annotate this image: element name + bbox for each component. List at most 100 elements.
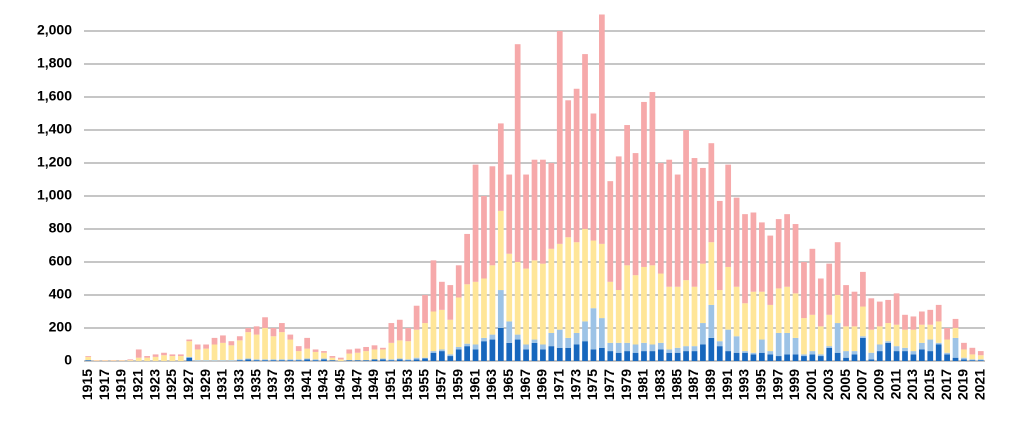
bar-segment (834, 295, 841, 324)
bar-segment (481, 337, 487, 342)
bar-segment (287, 359, 294, 361)
bar-segment (472, 349, 479, 361)
bar-segment (447, 319, 454, 355)
bar-segment (236, 360, 243, 361)
bar-segment (876, 301, 883, 327)
bar-segment (245, 328, 252, 333)
bar-segment (977, 355, 984, 360)
bar-segment (590, 113, 597, 241)
y-tick-label: 1,200 (37, 154, 72, 170)
bar-segment (977, 351, 984, 356)
bar-segment (885, 323, 892, 342)
bar-segment (843, 357, 849, 361)
x-tick-label: 1991 (719, 369, 735, 400)
bar-segment (927, 351, 934, 361)
bar-segment (944, 339, 950, 353)
bar-segment (893, 324, 900, 347)
bar-segment (801, 356, 807, 361)
bar-segment (253, 334, 260, 360)
bar-segment (430, 260, 437, 312)
x-tick-label: 1915 (79, 369, 95, 400)
x-tick-label: 1959 (449, 369, 465, 400)
bar-segment (952, 318, 959, 328)
bar-segment (902, 314, 908, 330)
bar-segment (489, 339, 496, 361)
bar-segment (279, 359, 285, 361)
bar-segment (573, 344, 580, 361)
bar-segment (135, 349, 142, 358)
bar-segment (657, 342, 664, 350)
x-tick-label: 2017 (938, 369, 954, 400)
bar-segment (716, 346, 723, 361)
x-tick-label: 1919 (113, 369, 129, 400)
bar-segment (321, 358, 327, 360)
bar-segment (287, 360, 294, 361)
bar-segment (885, 341, 892, 343)
bar-segment (809, 351, 816, 355)
bar-segment (758, 291, 765, 340)
bar-segment (405, 360, 412, 361)
bar-segment (430, 351, 437, 353)
bar-segment (657, 349, 664, 361)
bar-segment (245, 358, 252, 360)
x-tick-label: 1995 (753, 369, 769, 400)
x-tick-label: 2001 (803, 369, 819, 400)
bar-segment (674, 174, 681, 287)
x-tick-label: 1949 (365, 369, 381, 400)
bar-segment (380, 347, 386, 350)
bar-segment (860, 306, 866, 337)
bar-segment (565, 337, 572, 348)
bar-segment (447, 354, 454, 357)
bar-segment (279, 332, 285, 360)
bar-segment (868, 298, 875, 330)
x-tick-label: 2003 (820, 369, 836, 400)
bar-segment (228, 345, 235, 361)
bar-segment (236, 359, 243, 361)
y-tick-label: 2,000 (37, 22, 72, 38)
bar-segment (177, 354, 184, 357)
bar-segment (700, 323, 706, 345)
bar-segment (666, 286, 673, 350)
bar-segment (742, 351, 748, 353)
bar-segment (430, 311, 437, 352)
bar-segment (918, 349, 925, 361)
bar-segment (186, 339, 193, 342)
bar-segment (649, 351, 656, 361)
bar-segment (489, 334, 496, 340)
bar-segment (708, 143, 715, 243)
bar-segment (944, 354, 950, 361)
bar-segment (649, 344, 656, 352)
bar-segment (792, 354, 799, 361)
bar-segment (733, 197, 740, 287)
bar-segment (969, 354, 976, 360)
x-tick-label: 1969 (534, 369, 550, 400)
bar-segment (885, 299, 892, 324)
x-tick-label: 1953 (399, 369, 415, 400)
bar-segment (531, 260, 538, 340)
bar-segment (556, 329, 563, 348)
bar-segment (725, 351, 732, 361)
bar-segment (211, 360, 218, 361)
bar-segment (876, 344, 883, 352)
bar-segment (548, 332, 555, 347)
bar-segment (834, 352, 841, 361)
bar-segment (211, 337, 218, 345)
bar-segment (531, 339, 538, 343)
bar-segment (632, 153, 639, 276)
bar-segment (927, 324, 934, 340)
bar-segment (186, 341, 193, 357)
bar-segment (455, 265, 462, 298)
bar-segment (582, 321, 588, 342)
x-tick-label: 1977 (601, 369, 617, 400)
bar-segment (834, 323, 841, 353)
bar-segment (691, 351, 698, 361)
bar-segment (851, 354, 858, 361)
bar-segment (775, 288, 782, 333)
bar-segment (775, 356, 782, 361)
bar-segment (253, 360, 260, 361)
bar-segment (876, 351, 883, 361)
bar-segment (523, 349, 529, 361)
bar-segment (177, 356, 184, 361)
bar-segment (876, 326, 883, 345)
bar-segment (910, 354, 917, 361)
